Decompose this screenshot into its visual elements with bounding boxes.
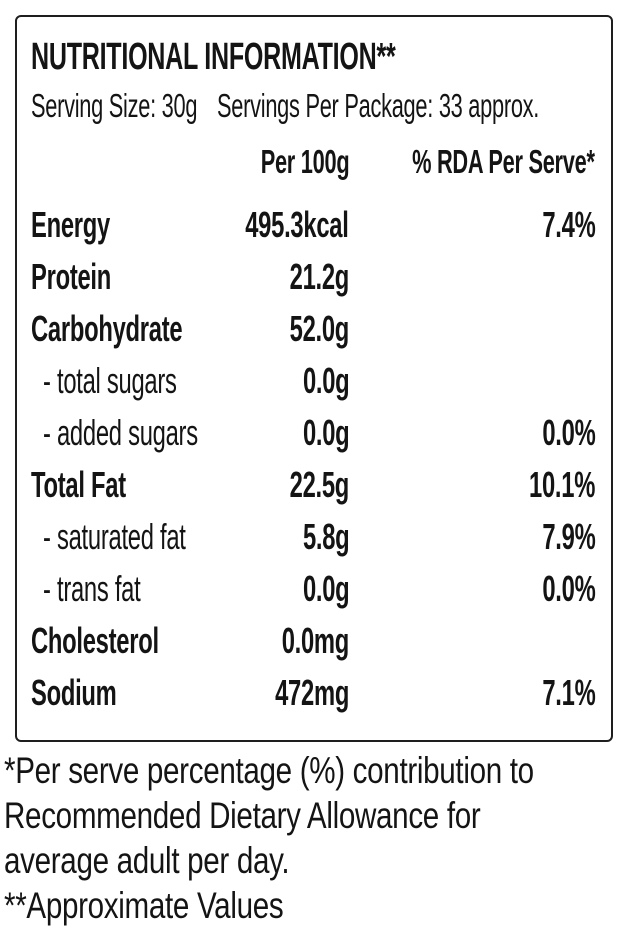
nutrient-table: Energy 495.3kcal 7.4% Protein 21.2g Carb… [31,199,595,719]
table-row-cholesterol: Cholesterol 0.0mg [31,615,595,667]
column-header-spacer [31,139,209,185]
serving-size: Serving Size: 30g [31,87,198,124]
table-row-saturated-fat: - saturated fat 5.8g 7.9% [31,511,595,563]
per100-value: 495.3kcal [245,204,350,245]
footnote-line: **Approximate Values [4,885,284,926]
table-row-total-sugars: - total sugars 0.0g [31,355,595,407]
nutrient-name: - trans fat [43,568,141,609]
rda-value [349,355,595,407]
nutrient-name: Energy [31,204,110,245]
nutrient-name: - added sugars [43,412,198,453]
table-row-added-sugars: - added sugars 0.0g 0.0% [31,407,595,459]
rda-value: 10.1% [528,464,595,505]
per100-value: 0.0g [302,412,350,453]
footnote-line: *Per serve percentage (%) contribution t… [4,750,534,791]
footnote-line: Recommended Dietary Allowance for [4,795,481,836]
nutrient-name: Carbohydrate [31,308,183,349]
rda-value: 0.0% [541,412,595,453]
rda-value: 7.9% [541,516,595,557]
rda-value [349,303,595,355]
rda-value: 0.0% [541,568,595,609]
table-row-trans-fat: - trans fat 0.0g 0.0% [31,563,595,615]
rda-value [349,251,595,303]
per100-value: 22.5g [289,464,350,505]
table-row-protein: Protein 21.2g [31,251,595,303]
column-header-row: Per 100g % RDA Per Serve* [31,139,595,185]
footnote-line: average adult per day. [4,840,290,881]
label-title-text: NUTRITIONAL INFORMATION** [31,36,396,78]
column-header-rda: % RDA Per Serve* [412,143,595,180]
footnotes: *Per serve percentage (%) contribution t… [4,748,624,928]
servings-per-package: Servings Per Package: 33 approx. [217,87,540,124]
table-row-energy: Energy 495.3kcal 7.4% [31,199,595,251]
nutrient-name: Sodium [31,672,117,713]
nutrient-name: Cholesterol [31,620,159,661]
rda-value: 7.4% [541,204,595,245]
nutrition-label-box: NUTRITIONAL INFORMATION** Serving Size: … [15,15,613,742]
serving-info-line: Serving Size: 30g Servings Per Package: 3… [31,83,595,129]
nutrient-name: - saturated fat [43,516,186,557]
per100-value: 52.0g [289,308,350,349]
nutrient-name: - total sugars [43,360,177,401]
per100-value: 472mg [275,672,349,713]
rda-value: 7.1% [541,672,595,713]
per100-value: 0.0mg [281,620,350,661]
table-row-sodium: Sodium 472mg 7.1% [31,667,595,719]
rda-value [349,615,595,667]
per100-value: 0.0g [302,568,350,609]
nutrient-name: Total Fat [31,464,126,505]
label-title: NUTRITIONAL INFORMATION** [31,31,595,83]
table-row-total-fat: Total Fat 22.5g 10.1% [31,459,595,511]
per100-value: 21.2g [289,256,350,297]
nutrient-name: Protein [31,256,112,297]
column-header-per100g: Per 100g [260,143,349,180]
per100-value: 5.8g [302,516,350,557]
table-row-carbohydrate: Carbohydrate 52.0g [31,303,595,355]
per100-value: 0.0g [302,360,350,401]
